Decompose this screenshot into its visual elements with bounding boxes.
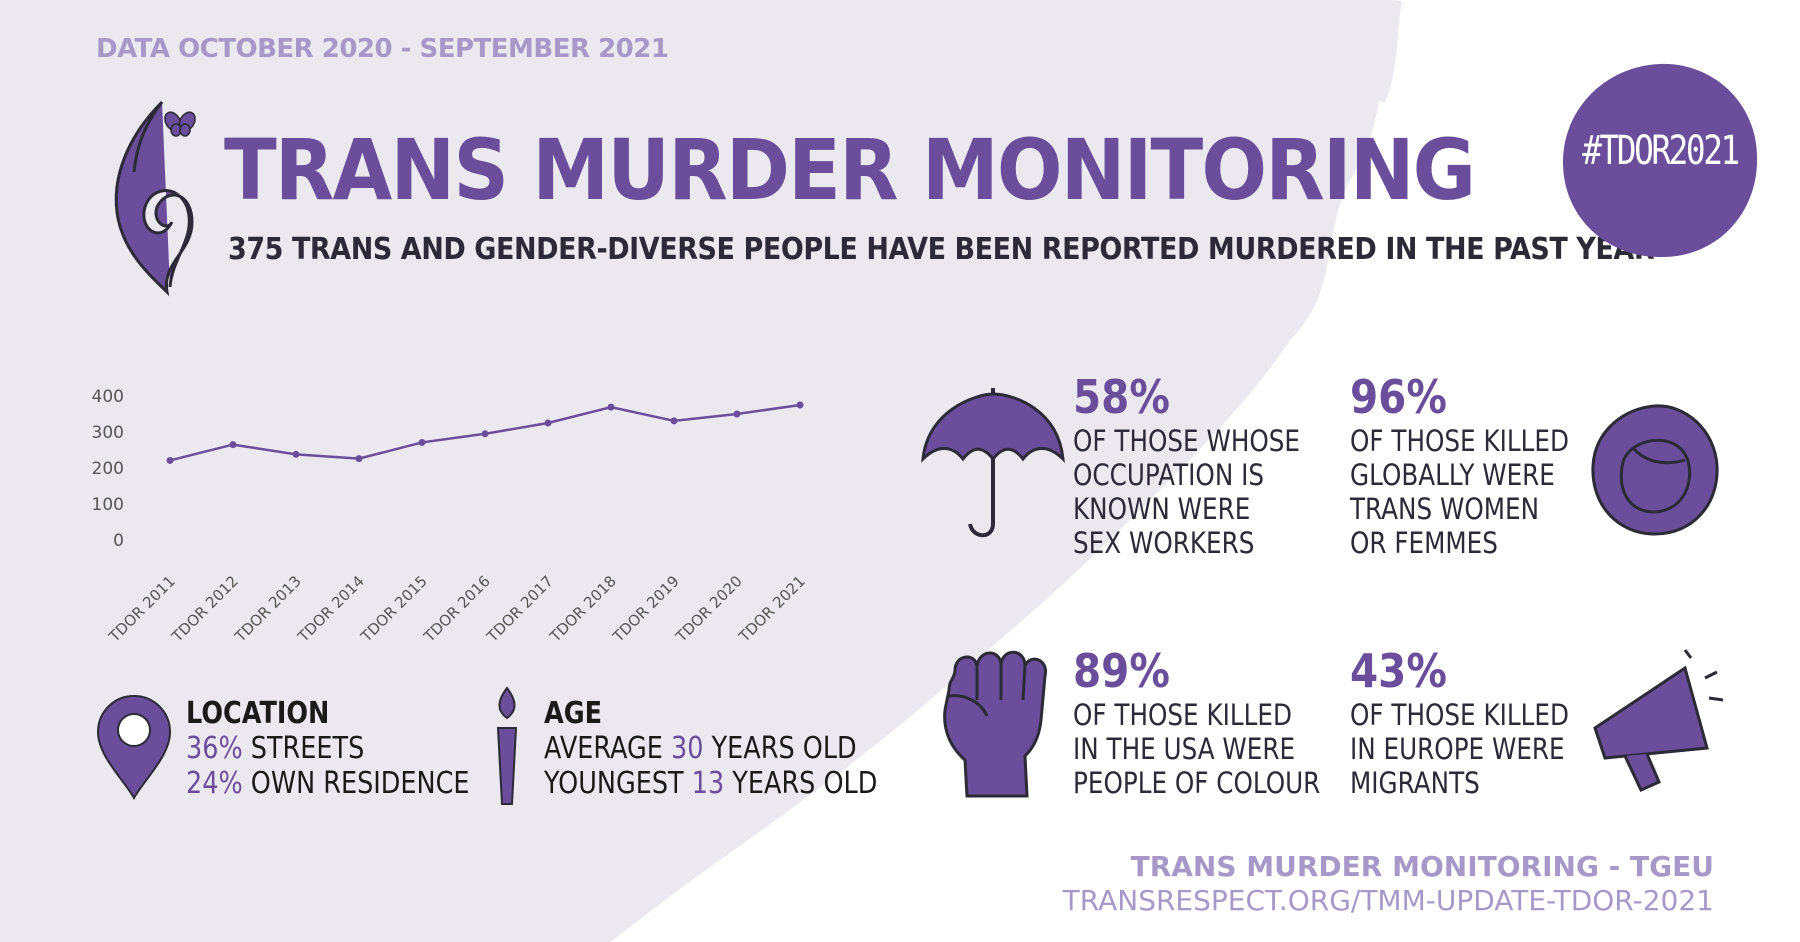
age-youngest: YOUNGEST 13 YEARS OLD: [544, 766, 877, 801]
x-tick-label: TDOR 2019: [609, 572, 683, 640]
location-streets: 36% STREETS: [186, 731, 470, 766]
y-tick-label: 400: [92, 387, 124, 407]
data-point: [481, 430, 489, 438]
x-tick-label: TDOR 2016: [420, 572, 494, 640]
footer-url-link[interactable]: TRANSRESPECT.ORG/TMM-UPDATE-TDOR-2021: [1062, 884, 1714, 917]
location-residence: 24% OWN RESIDENCE: [186, 766, 470, 801]
hashtag-label: #TDOR2021: [1582, 128, 1740, 174]
x-tick-label: TDOR 2011: [105, 572, 179, 640]
x-tick-label: TDOR 2021: [735, 572, 809, 640]
data-point: [733, 410, 741, 418]
x-tick-label: TDOR 2015: [357, 572, 431, 640]
y-tick-label: 300: [92, 423, 124, 443]
residence-label: OWN RESIDENCE: [242, 766, 470, 801]
stat-line: OF THOSE WHOSE: [1073, 424, 1301, 458]
megaphone-icon: [1593, 649, 1724, 792]
map-pin-icon: [96, 694, 172, 800]
data-point: [355, 455, 363, 463]
stat-line: OF THOSE KILLED: [1073, 698, 1292, 732]
stat-line: OF THOSE KILLED: [1350, 698, 1569, 732]
data-point: [418, 438, 426, 446]
age-avg-suffix: YEARS OLD: [703, 731, 857, 766]
age-block: AGE AVERAGE 30 YEARS OLD YOUNGEST 13 YEA…: [544, 696, 936, 801]
data-point: [796, 401, 804, 409]
data-point: [544, 419, 552, 427]
residence-pct: 24%: [186, 766, 243, 801]
stat-line: IN EUROPE WERE: [1350, 732, 1565, 766]
hashtag-badge: [1562, 63, 1758, 258]
stat-line: SEX WORKERS: [1073, 526, 1255, 560]
stat-trans-women-pct: 96%: [1350, 370, 1447, 424]
age-young-prefix: YOUNGEST: [544, 766, 692, 801]
age-young-value: 13: [691, 766, 725, 801]
candle-icon: [496, 686, 518, 805]
x-tick-label: TDOR 2012: [168, 572, 242, 640]
x-tick-label: TDOR 2014: [294, 572, 368, 640]
tgeu-logo-icon: [114, 100, 196, 297]
streets-label: STREETS: [242, 731, 365, 766]
stat-line: IN THE USA WERE: [1073, 732, 1296, 766]
stat-line: MIGRANTS: [1350, 766, 1480, 800]
age-avg-value: 30: [671, 731, 704, 766]
stat-line: OF THOSE KILLED: [1350, 424, 1569, 458]
stat-sex-workers-desc: OF THOSE WHOSE OCCUPATION IS KNOWN WERE …: [1073, 424, 1340, 560]
stat-migrants-desc: OF THOSE KILLED IN EUROPE WERE MIGRANTS: [1350, 698, 1608, 800]
stat-line: OCCUPATION IS: [1073, 458, 1265, 492]
stat-line: GLOBALLY WERE: [1350, 458, 1555, 492]
data-point: [166, 456, 174, 464]
stat-line: KNOWN WERE: [1073, 492, 1251, 526]
stat-people-of-colour-pct: 89%: [1073, 644, 1170, 698]
x-tick-label: TDOR 2013: [231, 572, 305, 640]
stat-line: PEOPLE OF COLOUR: [1073, 766, 1321, 800]
x-tick-label: TDOR 2018: [546, 572, 620, 640]
location-block: LOCATION 36% STREETS 24% OWN RESIDENCE: [186, 696, 520, 801]
data-point: [292, 450, 300, 458]
woman-head-icon: [1591, 404, 1719, 536]
raised-fist-icon: [943, 650, 1047, 798]
age-young-suffix: YEARS OLD: [724, 766, 878, 801]
page-title: TRANS MURDER MONITORING: [224, 121, 1476, 219]
stat-people-of-colour-desc: OF THOSE KILLED IN THE USA WERE PEOPLE O…: [1073, 698, 1364, 800]
data-point: [229, 441, 237, 449]
age-avg-prefix: AVERAGE: [544, 731, 672, 766]
age-heading: AGE: [544, 696, 603, 731]
data-point: [670, 417, 678, 425]
umbrella-icon: [921, 388, 1065, 538]
stat-line: OR FEMMES: [1350, 526, 1498, 560]
data-point: [607, 403, 615, 411]
stat-trans-women-desc: OF THOSE KILLED GLOBALLY WERE TRANS WOME…: [1350, 424, 1608, 560]
stat-migrants-pct: 43%: [1350, 644, 1447, 698]
x-tick-label: TDOR 2017: [483, 572, 557, 640]
streets-pct: 36%: [186, 731, 243, 766]
x-tick-label: TDOR 2020: [672, 572, 746, 640]
y-tick-label: 100: [92, 495, 124, 515]
y-tick-label: 200: [92, 459, 124, 479]
stat-line: TRANS WOMEN: [1350, 492, 1540, 526]
age-average: AVERAGE 30 YEARS OLD: [544, 731, 877, 766]
stat-sex-workers-pct: 58%: [1073, 370, 1170, 424]
footer-organization: TRANS MURDER MONITORING - TGEU: [1130, 850, 1714, 883]
y-tick-label: 0: [113, 531, 124, 551]
date-range: DATA OCTOBER 2020 - SEPTEMBER 2021: [96, 34, 669, 64]
page-subtitle: 375 TRANS AND GENDER-DIVERSE PEOPLE HAVE…: [228, 232, 1655, 267]
location-heading: LOCATION: [186, 696, 330, 731]
